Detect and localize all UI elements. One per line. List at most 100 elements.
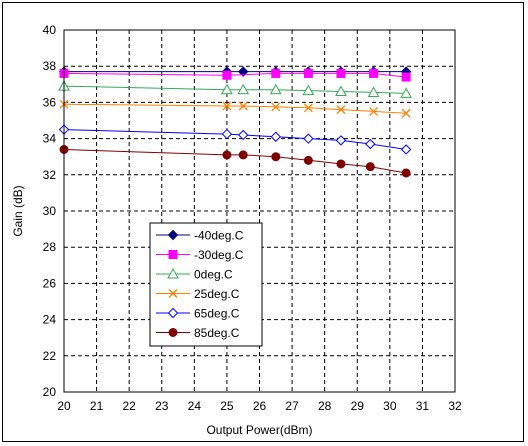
x-tick-label: 30 xyxy=(383,399,397,413)
series-4 xyxy=(58,124,412,155)
data-point xyxy=(365,138,376,150)
x-tick-label: 21 xyxy=(90,399,104,413)
y-tick-label: 34 xyxy=(43,132,57,146)
data-point xyxy=(336,68,346,78)
legend-marker xyxy=(167,267,179,279)
marker-shape xyxy=(336,159,346,169)
marker-shape xyxy=(168,289,178,298)
data-point xyxy=(400,144,412,155)
marker-shape xyxy=(400,87,412,98)
y-tick-label: 22 xyxy=(43,349,57,363)
marker-shape xyxy=(167,229,179,241)
marker-shape xyxy=(303,68,313,78)
series-layer xyxy=(58,66,412,178)
series-5 xyxy=(59,144,411,178)
data-point xyxy=(367,86,380,97)
data-point xyxy=(365,162,375,172)
x-tick-label: 22 xyxy=(122,399,136,413)
y-tick-labels: 20 22 24 26 28 30 32 34 36 38 40 xyxy=(43,23,57,399)
data-point xyxy=(335,85,347,97)
marker-shape xyxy=(365,162,375,172)
marker-shape xyxy=(303,103,313,113)
data-point xyxy=(269,83,282,95)
legend-label: -40deg.C xyxy=(194,229,244,243)
x-tick-label: 26 xyxy=(253,399,267,413)
marker-shape xyxy=(168,328,178,337)
marker-shape xyxy=(401,72,411,82)
x-tick-label: 25 xyxy=(220,399,234,413)
marker-shape xyxy=(238,129,249,141)
marker-shape xyxy=(237,83,250,95)
marker-shape xyxy=(221,83,233,95)
marker-shape xyxy=(271,68,281,78)
y-tick-label: 30 xyxy=(43,204,57,218)
legend-marker xyxy=(168,289,178,298)
legend-label: -30deg.C xyxy=(194,248,244,262)
y-tick-label: 40 xyxy=(43,23,57,37)
data-point xyxy=(336,159,346,169)
marker-shape xyxy=(367,86,380,97)
marker-shape xyxy=(303,155,313,165)
legend-entry: -40deg.C xyxy=(156,229,244,243)
legend-marker xyxy=(167,307,179,319)
plot-border xyxy=(63,29,456,393)
marker-shape xyxy=(168,250,178,259)
legend-entry: 65deg.C xyxy=(156,307,240,321)
legend-entry: 85deg.C xyxy=(156,326,240,340)
marker-shape xyxy=(222,101,232,111)
x-tick-label: 24 xyxy=(188,399,202,413)
x-tick-label: 27 xyxy=(285,399,299,413)
data-point xyxy=(303,68,313,78)
y-tick-label: 20 xyxy=(43,385,57,399)
marker-shape xyxy=(369,106,379,116)
data-point xyxy=(335,135,347,146)
data-point xyxy=(221,128,233,140)
marker-shape xyxy=(270,131,281,142)
y-tick-label: 28 xyxy=(43,240,57,254)
x-tick-label: 29 xyxy=(351,399,365,413)
data-point xyxy=(401,108,411,118)
marker-shape xyxy=(269,83,282,95)
legend-label: 25deg.C xyxy=(194,287,240,301)
data-point xyxy=(222,70,232,80)
marker-shape xyxy=(335,85,347,97)
marker-shape xyxy=(238,101,248,111)
data-point xyxy=(238,129,249,141)
legend-label: 0deg.C xyxy=(194,268,233,282)
legend-marker xyxy=(168,328,178,337)
y-tick-label: 26 xyxy=(43,276,57,290)
y-tick-label: 38 xyxy=(43,59,57,73)
legend-entry: -30deg.C xyxy=(156,248,244,262)
legend-marker xyxy=(168,250,178,259)
series-2 xyxy=(58,80,412,98)
data-point xyxy=(401,72,411,82)
data-point xyxy=(303,103,313,113)
marker-shape xyxy=(302,84,315,96)
marker-shape xyxy=(238,150,248,160)
data-point xyxy=(401,168,411,178)
y-tick-label: 24 xyxy=(43,313,57,327)
data-point xyxy=(369,106,379,116)
marker-shape xyxy=(400,144,412,155)
marker-shape xyxy=(365,138,376,150)
marker-shape xyxy=(167,307,179,319)
series-3 xyxy=(59,99,411,118)
data-point xyxy=(221,83,233,95)
data-point xyxy=(271,68,281,78)
data-point xyxy=(270,131,281,142)
data-point xyxy=(238,150,248,160)
legend-box xyxy=(149,222,263,347)
series-line xyxy=(63,103,407,114)
data-point xyxy=(302,84,315,96)
data-point xyxy=(238,101,248,111)
y-axis-title: Gain (dB) xyxy=(11,185,25,236)
marker-shape xyxy=(336,68,346,78)
data-point xyxy=(336,105,346,115)
marker-shape xyxy=(303,133,314,144)
marker-shape xyxy=(271,102,281,112)
legend-entry: 0deg.C xyxy=(156,268,233,282)
marker-shape xyxy=(401,168,411,178)
legend: -40deg.C -30deg.C 0deg.C 25deg.C 65deg.C 85de… xyxy=(149,222,263,347)
x-tick-labels: 20 21 22 23 24 25 26 27 28 29 30 31 32 xyxy=(57,399,462,413)
